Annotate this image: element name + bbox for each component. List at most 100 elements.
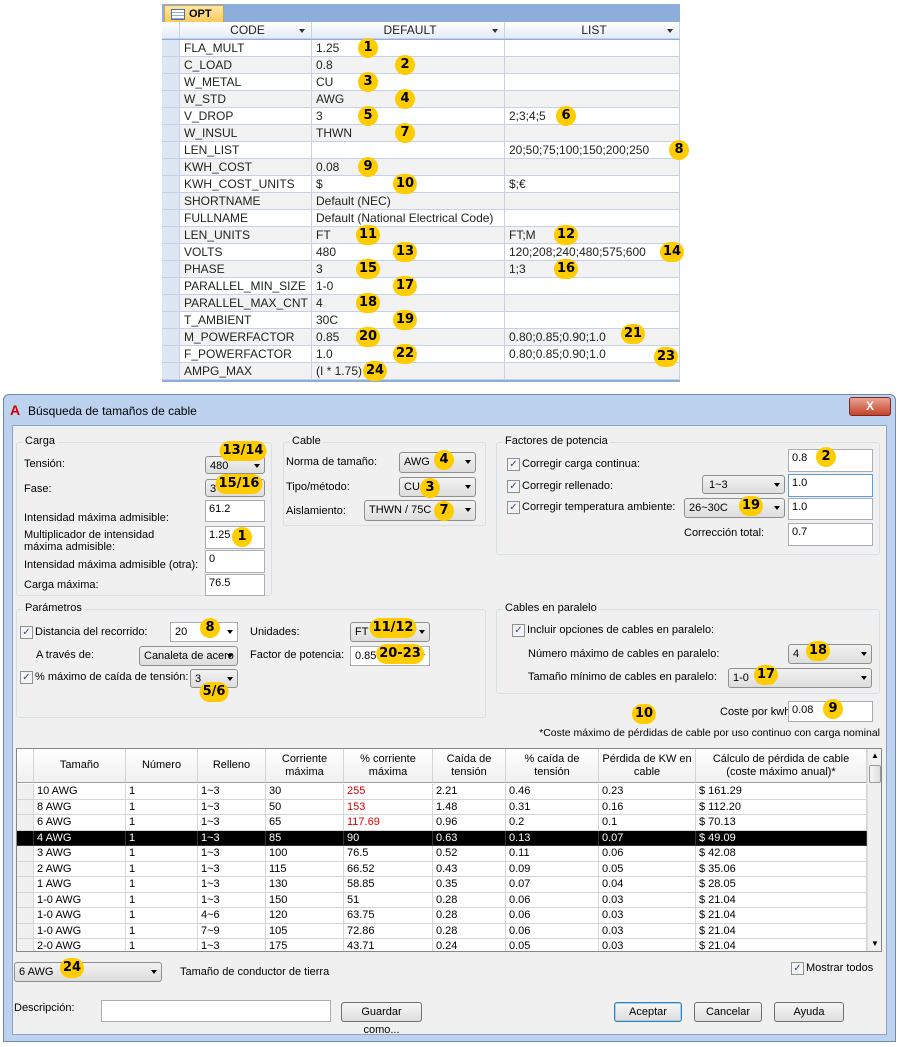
grid-cell[interactable]: 130	[266, 877, 344, 893]
grid-scrollbar[interactable]: ▲ ▼	[867, 749, 881, 951]
num-combo[interactable]: 4	[788, 644, 872, 664]
grid-cell[interactable]: 175	[266, 939, 344, 951]
c3-input[interactable]: 1.0	[788, 498, 873, 520]
chevron-down-icon[interactable]	[299, 29, 305, 36]
grid-column-header[interactable]: % caída de tensión	[506, 749, 599, 783]
grid-column-header[interactable]: % corriente máxima	[344, 749, 433, 783]
table-row[interactable]: W_INSUL THWN 7	[162, 123, 680, 143]
grid-cell[interactable]: 72.86	[344, 923, 433, 939]
c2-checkbox[interactable]: ✓	[507, 480, 520, 493]
tam-combo[interactable]: 1-0	[728, 668, 872, 688]
grid-cell[interactable]: 0.03	[599, 939, 696, 951]
c2-input[interactable]: 1.0	[788, 474, 873, 497]
grid-cell[interactable]: 0.1	[599, 815, 696, 831]
grid-cell[interactable]: 66.52	[344, 861, 433, 877]
row-header[interactable]	[17, 784, 34, 800]
grid-cell[interactable]: 0.06	[506, 892, 599, 908]
grid-cell[interactable]: 50	[266, 799, 344, 815]
scroll-up-icon[interactable]: ▲	[871, 751, 879, 760]
cell-list[interactable]	[505, 193, 680, 210]
table-row[interactable]: AMPG_MAX (I * 1.75) 24	[162, 361, 680, 381]
grid-cell[interactable]: 8 AWG	[34, 799, 126, 815]
grid-cell[interactable]: 58.85	[344, 877, 433, 893]
cell-default[interactable]	[312, 142, 505, 159]
grid-cell[interactable]: 0.04	[599, 877, 696, 893]
grid-cell[interactable]: 1	[126, 784, 198, 800]
cell-list[interactable]	[505, 295, 680, 312]
cell-list[interactable]: $;€	[505, 176, 680, 193]
grid-cell[interactable]: 117.69	[344, 815, 433, 831]
grid-cell[interactable]: 0.96	[433, 815, 506, 831]
grid-row[interactable]: 1-0 AWG 1 7~9 105 72.86 0.28 0.06 0.03 $ 21.04	[17, 923, 867, 939]
cell-code[interactable]: KWH_COST	[180, 159, 312, 176]
grid-column-header[interactable]: Cálculo de pérdida de cable (coste máxim…	[696, 749, 867, 783]
grid-cell[interactable]: 7~9	[198, 923, 266, 939]
column-header-list[interactable]: LIST	[505, 22, 680, 39]
chevron-down-icon[interactable]	[667, 29, 673, 36]
table-row[interactable]: FULLNAME Default (National Electrical Cod…	[162, 210, 680, 227]
c1-checkbox[interactable]: ✓	[507, 458, 520, 471]
column-header-code[interactable]: CODE	[180, 22, 312, 39]
grid-row[interactable]: 4 AWG 1 1~3 85 90 0.63 0.13 0.07 $ 49.09	[17, 830, 867, 846]
table-row[interactable]: V_DROP 3 2;3;4;5 5 6	[162, 106, 680, 126]
grid-cell[interactable]: $ 21.04	[696, 892, 867, 908]
grid-cell[interactable]: 255	[344, 784, 433, 800]
cell-list[interactable]	[505, 125, 680, 142]
grid-cell[interactable]: 0.31	[506, 799, 599, 815]
grid-cell[interactable]: 2.21	[433, 784, 506, 800]
grid-cell[interactable]: 4 AWG	[34, 830, 126, 846]
grid-cell[interactable]: 0.23	[599, 784, 696, 800]
grid-cell[interactable]: 63.75	[344, 908, 433, 924]
grid-cell[interactable]: 0.13	[506, 830, 599, 846]
row-selector[interactable]	[162, 312, 180, 329]
row-selector[interactable]	[162, 278, 180, 295]
cell-list[interactable]	[505, 57, 680, 74]
column-header-default[interactable]: DEFAULT	[312, 22, 505, 39]
c2-combo[interactable]: 1~3	[702, 475, 785, 494]
cell-code[interactable]: FULLNAME	[180, 210, 312, 227]
grid-cell[interactable]: 43.71	[344, 939, 433, 951]
grid-cell[interactable]: 0.46	[506, 784, 599, 800]
row-header[interactable]	[17, 861, 34, 877]
grid-cell[interactable]: 0.09	[506, 861, 599, 877]
grid-cell[interactable]: 85	[266, 830, 344, 846]
cell-default[interactable]: 1.25	[312, 40, 505, 57]
row-selector[interactable]	[162, 329, 180, 346]
cell-list[interactable]	[505, 312, 680, 329]
grid-cell[interactable]: 76.5	[344, 846, 433, 862]
cell-default[interactable]: 3	[312, 108, 505, 125]
grid-cell[interactable]: 1	[126, 846, 198, 862]
grid-cell[interactable]: 1~3	[198, 784, 266, 800]
row-header[interactable]	[17, 892, 34, 908]
cell-code[interactable]: F_POWERFACTOR	[180, 346, 312, 363]
row-selector[interactable]	[162, 346, 180, 363]
c3-combo[interactable]: 26~30C	[684, 498, 785, 518]
grid-cell[interactable]: $ 35.06	[696, 861, 867, 877]
grid-cell[interactable]: 1	[126, 877, 198, 893]
cell-code[interactable]: LEN_LIST	[180, 142, 312, 159]
grid-cell[interactable]: 0.03	[599, 892, 696, 908]
table-row[interactable]: PHASE 3 1;3 15 16	[162, 259, 680, 279]
grid-cell[interactable]: 1	[126, 799, 198, 815]
grid-cell[interactable]: 1-0 AWG	[34, 892, 126, 908]
table-row[interactable]: W_STD AWG 4	[162, 89, 680, 109]
grid-cell[interactable]: 0.28	[433, 908, 506, 924]
cmax-input[interactable]: 76.5	[205, 574, 265, 596]
grid-cell[interactable]: 1-0 AWG	[34, 923, 126, 939]
mostrar-checkbox[interactable]: ✓	[791, 962, 804, 975]
grid-cell[interactable]: 2-0 AWG	[34, 939, 126, 951]
grid-cell[interactable]: $ 21.04	[696, 939, 867, 951]
total-input[interactable]: 0.7	[788, 523, 873, 546]
table-row[interactable]: F_POWERFACTOR 1.0 0.80;0.85;0.90;1.0 22 23	[162, 344, 680, 367]
cell-list[interactable]	[505, 74, 680, 91]
grid-cell[interactable]: 0.11	[506, 846, 599, 862]
cell-code[interactable]: T_AMBIENT	[180, 312, 312, 329]
cell-code[interactable]: PARALLEL_MAX_CNT	[180, 295, 312, 312]
grid-cell[interactable]: 4~6	[198, 908, 266, 924]
imax-input[interactable]: 61.2	[205, 500, 265, 522]
caida-checkbox[interactable]: ✓	[20, 671, 33, 684]
cell-default[interactable]: Default (National Electrical Code)	[312, 210, 505, 227]
grid-column-header[interactable]: Caída de tensión	[433, 749, 506, 783]
ayuda-button[interactable]: Ayuda	[774, 1002, 844, 1022]
table-row[interactable]: VOLTS 480 120;208;240;480;575;600 13 14	[162, 242, 685, 262]
